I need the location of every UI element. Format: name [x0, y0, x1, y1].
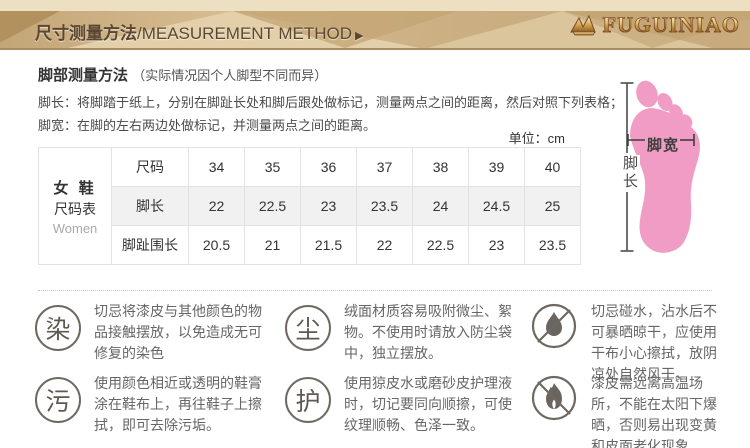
instruction-foot-width: 脚宽：在脚的左右两边处做标记，并测量两点之间的距离。	[38, 118, 377, 133]
care-text: 切忌将漆皮与其他颜色的物品接触摆放，以免造成无可修复的染色	[94, 303, 262, 361]
size-cell: 24	[412, 186, 469, 226]
unit-label: 单位：cm	[508, 131, 565, 146]
care-item-stain: 污 使用颜色相近或透明的鞋膏涂在鞋布上，再往鞋子上擦拭，即可去除污垢。	[35, 371, 285, 448]
footprint-icon	[620, 80, 700, 253]
size-cell: 39	[468, 147, 525, 187]
dye-char-icon: 染	[35, 305, 81, 351]
no-fire-icon	[531, 375, 577, 421]
group-subtitle: 尺码表	[54, 200, 96, 217]
size-cell: 40	[524, 147, 581, 187]
size-cell: 23	[468, 225, 525, 265]
care-item-dust: 尘 绒面材质容易吸附微尘、絮物。不使用时请放入防尘袋中，独立摆放。	[285, 299, 530, 371]
care-item-protect: 护 使用猄皮水或磨砂皮护理液时，切记要同向顺擦，可使纹理顺畅、色泽一致。	[285, 371, 530, 448]
group-title: 女 鞋	[53, 179, 97, 197]
size-cell: 38	[412, 147, 469, 187]
brand-name: FUGUINIAO	[602, 12, 740, 38]
dust-char-icon: 尘	[285, 305, 331, 351]
care-item-dye: 染 切忌将漆皮与其他颜色的物品接触摆放，以免造成无可修复的染色	[35, 299, 285, 371]
size-cell: 37	[356, 147, 413, 187]
size-cell: 24.5	[468, 186, 525, 226]
no-water-icon	[531, 303, 577, 349]
brand-logo: FUGUINIAO	[569, 12, 740, 38]
size-cell: 22.5	[244, 186, 301, 226]
group-title-en: Women	[52, 220, 98, 236]
instruction-foot-length: 脚长：将脚踏于纸上，分别在脚趾长处和脚后跟处做标记，测量两点之间的距离，然后对照…	[38, 95, 624, 110]
banner-bottom-line	[0, 48, 750, 50]
size-cell: 22	[188, 186, 245, 226]
foot-width-label: 脚宽	[647, 137, 680, 154]
row-label-toe-girth: 脚趾围长	[111, 225, 189, 265]
length-measure-line	[620, 82, 634, 252]
measure-heading-note: （实际情况因个人脚型不同而异）	[132, 68, 328, 83]
section-title-en: /MEASUREMENT METHOD	[137, 24, 353, 43]
size-cell: 23.5	[524, 225, 581, 265]
table-group-header: 女 鞋 尺码表 Women	[38, 147, 112, 265]
table-row: 脚长 22 22.5 23 23.5 24 24.5 25	[39, 186, 581, 226]
table-row: 女 鞋 尺码表 Women 尺码 34 35 36 37 38 39 40	[38, 147, 581, 265]
care-item-no-fire: 漆皮需远离高温场所，不能在太阳下爆晒，否则易出现变黄和皮面老化现象	[530, 371, 727, 448]
foot-length-label: 脚长	[619, 155, 640, 191]
care-instructions-grid: 染 切忌将漆皮与其他颜色的物品接触摆放，以免造成无可修复的染色 尘 绒面材质容易…	[35, 299, 727, 448]
row-label-foot-length: 脚长	[111, 186, 189, 226]
size-cell: 21.5	[300, 225, 357, 265]
care-text: 切忌碰水，沾水后不可暴晒晾干，应使用干布小心擦拭，放阴凉处自然风干。	[591, 303, 717, 382]
row-label-size: 尺码	[111, 147, 189, 187]
width-measure-line	[627, 134, 695, 146]
size-cell: 35	[244, 147, 301, 187]
measure-heading: 脚部测量方法 （实际情况因个人脚型不同而异）	[38, 64, 327, 85]
size-cell: 25	[524, 186, 581, 226]
measure-heading-text: 脚部测量方法	[38, 67, 129, 84]
protect-char-icon: 护	[285, 377, 331, 423]
section-title-zh: 尺寸测量方法	[35, 24, 137, 43]
section-header-banner: 尺寸测量方法/MEASUREMENT METHOD ▶ FUGUINIAO	[0, 0, 750, 50]
care-text: 使用颜色相近或透明的鞋膏涂在鞋布上，再往鞋子上擦拭，即可去除污垢。	[94, 375, 262, 433]
size-cell: 34	[188, 147, 245, 187]
care-text: 漆皮需远离高温场所，不能在太阳下爆晒，否则易出现变黄和皮面老化现象	[591, 375, 717, 448]
size-cell: 22	[356, 225, 413, 265]
care-item-no-water: 切忌碰水，沾水后不可暴晒晾干，应使用干布小心擦拭，放阴凉处自然风干。	[530, 299, 727, 382]
foot-diagram: 脚长 脚宽	[600, 56, 750, 274]
size-cell: 22.5	[412, 225, 469, 265]
size-cell: 20.5	[188, 225, 245, 265]
size-cell: 36	[300, 147, 357, 187]
arrow-right-icon: ▶	[355, 30, 364, 42]
size-cell: 21	[244, 225, 301, 265]
size-cell: 23	[300, 186, 357, 226]
table-row: 脚趾围长 20.5 21 21.5 22 22.5 23 23.5	[39, 225, 581, 265]
bird-wing-icon	[569, 14, 596, 36]
stain-char-icon: 污	[35, 377, 81, 423]
section-title: 尺寸测量方法/MEASUREMENT METHOD ▶	[35, 19, 364, 44]
care-text: 绒面材质容易吸附微尘、絮物。不使用时请放入防尘袋中，独立摆放。	[344, 303, 512, 361]
care-text: 使用猄皮水或磨砂皮护理液时，切记要同向顺擦，可使纹理顺畅、色泽一致。	[344, 375, 512, 433]
dotted-divider	[38, 290, 712, 291]
size-table: 女 鞋 尺码表 Women 尺码 34 35 36 37 38 39 40 脚长…	[38, 147, 581, 265]
banner-top-strip	[0, 0, 750, 11]
size-cell: 23.5	[356, 186, 413, 226]
